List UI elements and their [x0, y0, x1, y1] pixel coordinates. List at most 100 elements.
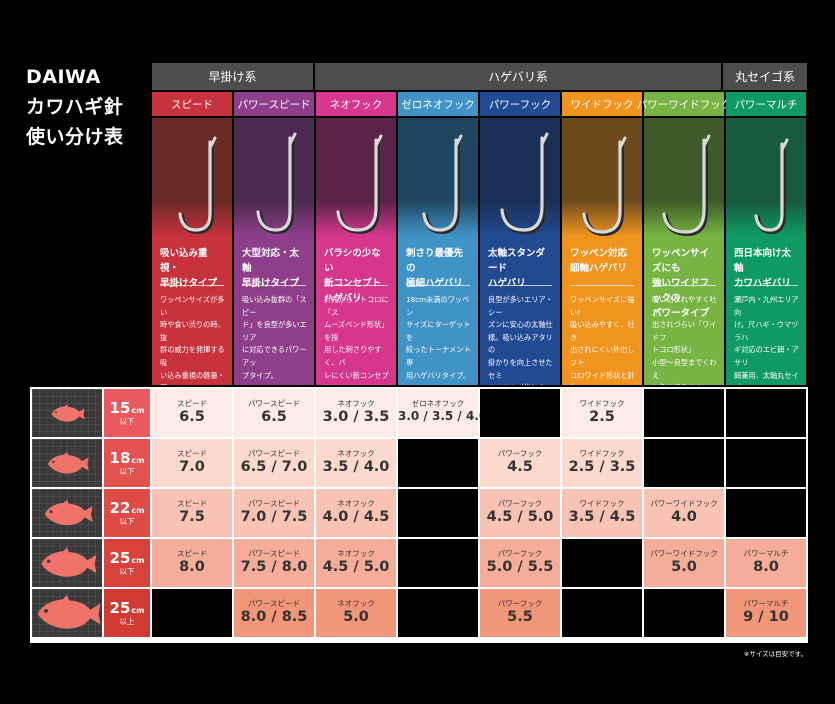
brand-subject: カワハギ針	[26, 96, 124, 118]
fishing-hook-icon	[754, 138, 789, 235]
hook-description: ワッペンサイズが多い 時や食い渋りの時、抜 群の威力を発揮する吸 い込み重視の軽…	[160, 295, 225, 385]
cell-hook-size: 4.5	[507, 459, 533, 475]
hook-column: バラシの少ない 新コンセプト ハゲバリ 針先からフトコロに「ス ムーズベンド形状」…	[316, 118, 396, 385]
hook-photo	[234, 118, 314, 236]
empty-cell	[152, 589, 232, 637]
hook-size-cell: ワイドフック 2.5	[562, 389, 642, 437]
filefish-icon	[44, 499, 93, 526]
size-value: 18cm	[109, 448, 145, 467]
size-value: 25cm	[110, 550, 145, 566]
cell-hook-name: ネオフック	[337, 549, 375, 558]
cell-hook-name: ワイドフック	[579, 449, 625, 458]
hook-size-cell: パワーワイドフック 4.0	[644, 489, 724, 537]
size-unit: cm	[131, 505, 145, 515]
fish-size-illustration	[32, 439, 102, 487]
hook-size-cell: ネオフック 4.0 / 4.5	[316, 489, 396, 537]
hook-type-label: スピード	[152, 92, 232, 116]
fishing-hook-icon	[256, 132, 297, 235]
hook-column: 吸い込み重視・ 早掛けタイプ ワッペンサイズが多い 時や食い渋りの時、抜 群の威力…	[152, 118, 232, 385]
divider	[324, 285, 388, 286]
empty-cell	[562, 539, 642, 587]
hook-description: 良型が多いエリア・シー ズンに安心の太軸仕 様。吸い込みアタリの 掛かりを向上さ…	[488, 295, 553, 385]
size-qualifier: 以下	[119, 416, 135, 426]
divider	[406, 285, 470, 286]
divider	[242, 285, 306, 286]
fish-size-illustration	[32, 539, 102, 587]
cell-hook-name: パワースピード	[247, 549, 301, 558]
size-unit: cm	[131, 555, 145, 565]
hook-size-cell: ワイドフック 2.5 / 3.5	[562, 439, 642, 487]
hook-description: ワッペンサイズに強い! 吸い込みやすく、吐き 出されにくい外出しフト コロワイド…	[570, 295, 635, 385]
hook-type-label: ゼロネオフック	[398, 92, 478, 116]
footnote: ※サイズは目安です。	[743, 650, 807, 658]
cell-hook-size: 7.0 / 7.5	[240, 509, 308, 525]
hook-title: ワッペン対応 細軸ハゲバリ	[570, 248, 628, 274]
hook-title: 西日本向け太軸 カワハギバリ	[734, 248, 792, 289]
cell-hook-name: スピード	[177, 399, 207, 408]
size-value: 25cm	[110, 600, 145, 616]
cell-hook-name: ワイドフック	[579, 499, 625, 508]
hook-type-label: ワイドフック	[562, 92, 642, 116]
cell-hook-name: パワーマルチ	[743, 599, 789, 608]
category-maruseigo: 丸セイゴ系	[723, 63, 807, 90]
filefish-icon	[47, 451, 89, 474]
cell-hook-size: 5.0	[671, 559, 697, 575]
hook-photo	[398, 118, 478, 236]
cell-hook-name: パワーフック	[497, 449, 543, 458]
size-qualifier: 以下	[119, 516, 135, 526]
hook-size-cell: スピード 7.0	[152, 439, 232, 487]
hook-size-cell: スピード 8.0	[152, 539, 232, 587]
hook-column: ワッペン対応 細軸ハゲバリワッペンサイズに強い! 吸い込みやすく、吐き 出されに…	[562, 118, 642, 385]
hook-column: ワッペンサイズにも 強いワイドフックの パワータイプ 吸い込まれやすく吐き 出され…	[644, 118, 724, 385]
size-value: 15cm	[110, 400, 145, 416]
cell-hook-name: スピード	[177, 499, 207, 508]
hook-size-cell: パワースピード 7.5 / 8.0	[234, 539, 314, 587]
cell-hook-name: ネオフック	[337, 499, 375, 508]
cell-hook-size: 4.5 / 5.0	[322, 559, 390, 575]
empty-cell	[726, 489, 806, 537]
cell-hook-size: 6.5	[179, 409, 205, 425]
hook-title: 大型対応・太軸 早掛けタイプ	[242, 248, 300, 289]
cell-hook-name: ネオフック	[337, 399, 375, 408]
fish-size-illustration	[32, 589, 102, 637]
hook-type-label: ネオフック	[316, 92, 396, 116]
cell-hook-name: パワースピード	[247, 449, 301, 458]
hook-size-cell: ネオフック 3.0 / 3.5	[316, 389, 396, 437]
empty-cell	[726, 439, 806, 487]
hook-type-label: パワーワイドフック	[637, 92, 731, 116]
fishing-hook-icon	[336, 134, 383, 235]
cell-hook-size: 8.0 / 8.5	[240, 609, 308, 625]
category-hayagake: 早掛け系	[152, 63, 313, 90]
divider	[488, 285, 552, 286]
hook-size-cell: ネオフック 3.5 / 4.0	[316, 439, 396, 487]
size-qualifier: 以上	[119, 616, 135, 626]
size-number: 18	[109, 448, 131, 467]
empty-cell	[644, 389, 724, 437]
size-unit: cm	[131, 455, 145, 465]
divider	[652, 285, 716, 286]
cell-hook-name: スピード	[177, 549, 207, 558]
cell-hook-name: パワースピード	[247, 399, 301, 408]
size-label: 25cm 以下	[104, 539, 150, 587]
hook-photo	[480, 118, 560, 236]
cell-hook-name: パワーフック	[497, 499, 543, 508]
cell-hook-size: 3.5 / 4.0	[322, 459, 390, 475]
hook-photo	[152, 118, 232, 236]
size-unit: cm	[131, 405, 145, 415]
hook-size-cell: パワーマルチ 8.0	[726, 539, 806, 587]
cell-hook-size: 6.5 / 7.0	[240, 459, 308, 475]
fish-size-illustration	[32, 489, 102, 537]
size-label: 15cm 以下	[104, 389, 150, 437]
size-value: 22cm	[110, 500, 145, 516]
empty-cell	[644, 589, 724, 637]
cell-hook-name: パワーマルチ	[743, 549, 789, 558]
empty-cell	[644, 439, 724, 487]
brand-heading: 使い分け表	[26, 126, 124, 148]
cell-hook-name: ワイドフック	[579, 399, 625, 408]
size-label: 18cm 以下	[104, 439, 150, 487]
hook-size-cell: ワイドフック 3.5 / 4.5	[562, 489, 642, 537]
empty-cell	[726, 389, 806, 437]
hook-type-label: パワースピード	[234, 92, 314, 116]
cell-hook-name: ネオフック	[337, 599, 375, 608]
hook-type-label: パワーフック	[480, 92, 560, 116]
